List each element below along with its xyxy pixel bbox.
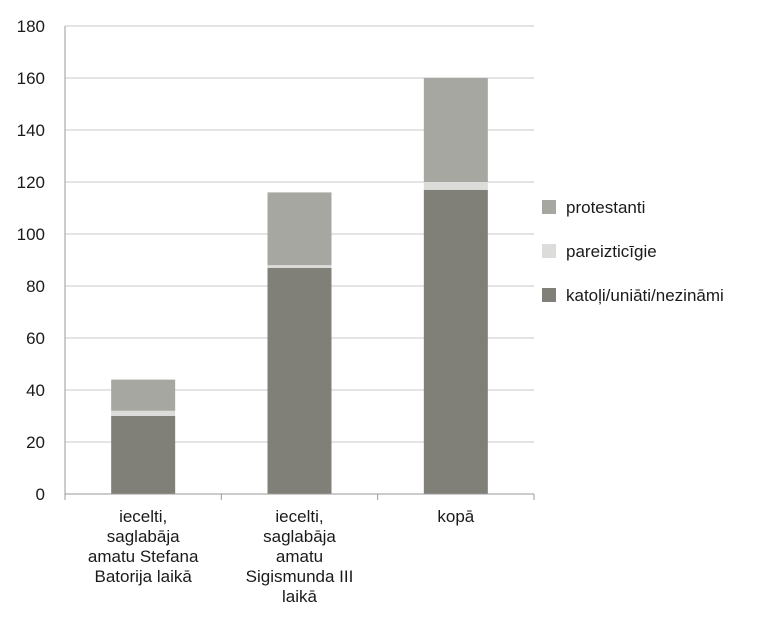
bar-segment [111,416,176,494]
y-tick-label: 60 [26,329,45,348]
y-tick-labels: 0 20 40 60 80 100 120 140 160 180 [17,17,45,504]
y-tick-label: 80 [26,277,45,296]
axes [64,26,535,500]
x-category-label-line: saglabāja [107,527,180,546]
y-tick-label: 40 [26,381,45,400]
legend: protestanti pareizticīgie katoļi/uniāti/ne… [542,198,724,305]
x-category-labels: iecelti, saglabāja amatu Stefana Batorija l… [88,507,475,606]
y-tick-label: 20 [26,433,45,452]
bar-segment [111,410,176,416]
y-tick-label: 100 [17,225,45,244]
bar-segment [423,182,488,190]
x-category-label-line: iecelti, [275,507,323,526]
bar-segment [267,265,332,268]
y-tick-label: 140 [17,121,45,140]
legend-label: katoļi/uniāti/nezināmi [566,286,724,305]
bar-segment [423,78,488,182]
x-category-label: kopā [437,507,474,526]
bar-segment [267,192,332,266]
x-category-label-line: amatu Stefana [88,547,199,566]
x-category-label: iecelti, saglabāja amatu Sigismunda III laik… [246,507,354,606]
x-category-label: iecelti, saglabāja amatu Stefana Batorija l… [88,507,199,586]
x-category-label-line: amatu [276,547,323,566]
x-category-label-line: kopā [437,507,474,526]
x-category-label-line: iecelti, [119,507,167,526]
legend-swatch [542,244,556,258]
y-tick-label: 180 [17,17,45,36]
y-tick-label: 0 [36,485,45,504]
bars [111,78,488,495]
bar-segment [267,267,332,494]
legend-swatch [542,200,556,214]
x-category-label-line: Sigismunda III [246,567,354,586]
bar-segment [111,379,176,411]
y-tick-label: 120 [17,173,45,192]
bar-segment [423,189,488,495]
legend-label: pareizticīgie [566,242,657,261]
y-tick-label: 160 [17,69,45,88]
legend-swatch [542,288,556,302]
legend-label: protestanti [566,198,645,217]
x-category-label-line: Batorija laikā [95,567,193,586]
x-category-label-line: saglabāja [263,527,336,546]
x-category-label-line: laikā [282,587,318,606]
